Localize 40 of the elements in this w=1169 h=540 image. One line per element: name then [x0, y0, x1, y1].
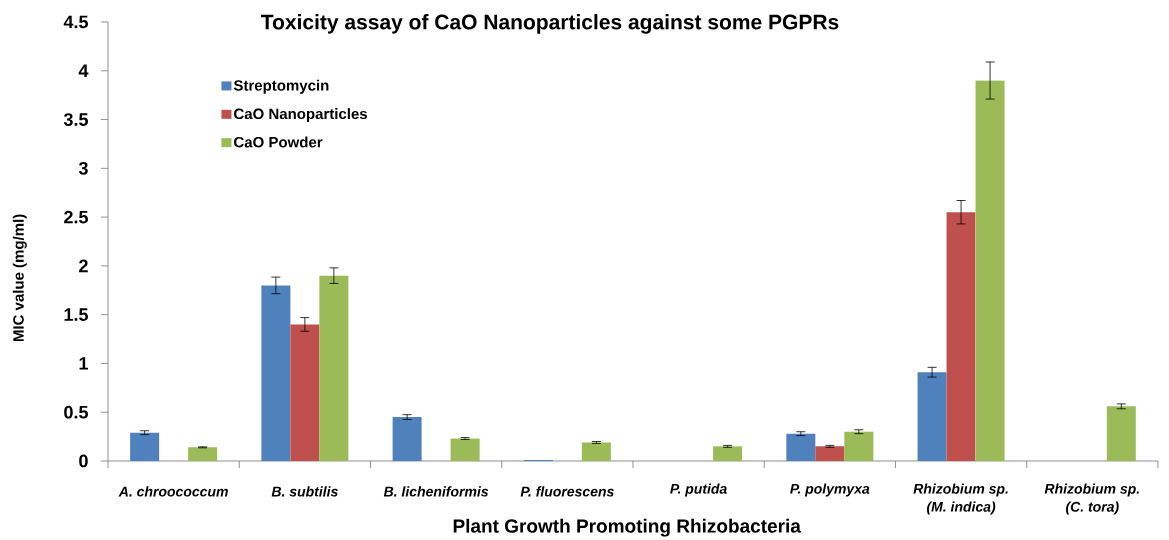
bar	[1106, 406, 1136, 461]
y-tick-label: 3	[78, 161, 88, 175]
y-tick-label: 3.5	[63, 113, 88, 126]
y-tick-label: 4	[78, 64, 89, 77]
bar	[261, 285, 291, 461]
y-tick-label: 0.5	[64, 405, 88, 419]
bar	[713, 446, 743, 461]
y-tick-label: 2	[79, 259, 88, 273]
bar	[815, 446, 845, 461]
bar	[450, 438, 480, 461]
bar	[319, 275, 349, 461]
bar	[130, 432, 160, 461]
x-tick-label: P. polymyxa	[790, 483, 870, 497]
bar	[946, 212, 976, 461]
legend-label: CaO Powder	[234, 136, 323, 148]
x-tick-label: Rhizobium sp. (C. tora)	[1044, 483, 1139, 515]
bar	[844, 431, 874, 461]
bar	[975, 80, 1005, 461]
legend-label: CaO Nanoparticles	[234, 108, 368, 123]
y-tick-label: 0	[79, 454, 88, 468]
y-tick-label: 1.5	[64, 308, 88, 321]
y-tick-label: 4.5	[63, 15, 88, 29]
bar	[188, 447, 218, 461]
x-tick-label: B. licheniformis	[383, 486, 489, 497]
x-tick-label: Rhizobium sp. (M. indica)	[913, 483, 1008, 515]
x-tick-label: B. subtilis	[271, 486, 338, 497]
bar	[786, 433, 816, 461]
y-axis-title: MIC value (mg/ml)	[12, 214, 27, 342]
bar	[581, 442, 611, 461]
bar	[290, 324, 320, 461]
x-tick-label: A. chroococcum	[118, 486, 228, 497]
legend-label: Streptomycin	[233, 79, 329, 94]
bar	[917, 372, 947, 461]
chart-title: Toxicity assay of CaO Nanoparticles against some PGPRs	[261, 14, 839, 34]
x-axis-title: Plant Growth Promoting Rhizobacteria	[453, 518, 801, 537]
y-tick-label: 2.5	[64, 210, 88, 224]
x-tick-label: P. putida	[670, 483, 727, 497]
bar	[392, 417, 422, 461]
x-tick-label: P. fluorescens	[520, 486, 614, 497]
y-tick-label: 1	[79, 357, 88, 370]
